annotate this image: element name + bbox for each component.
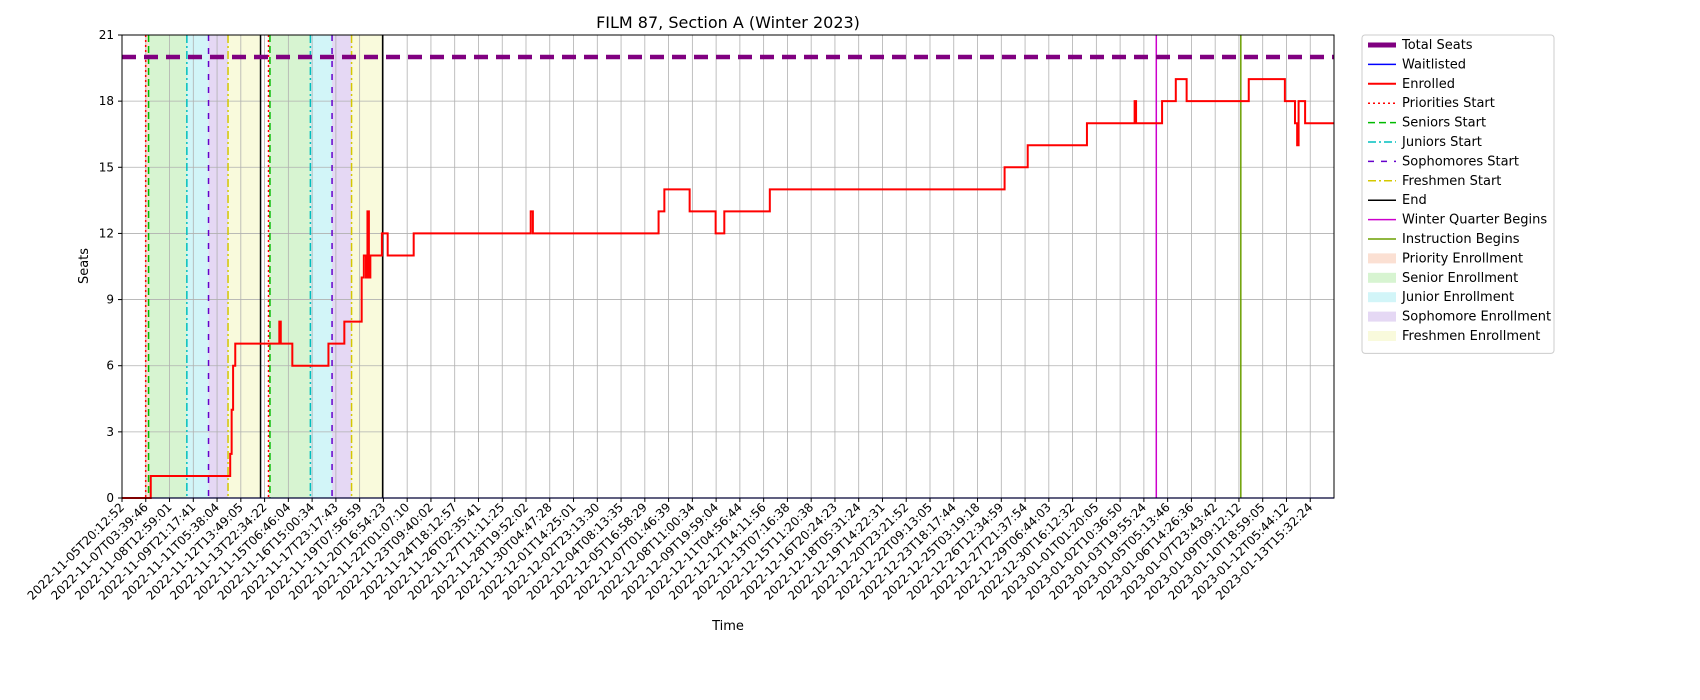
legend-label: Priorities Start (1402, 96, 1495, 111)
legend-box (1361, 34, 1555, 354)
legend-label: Juniors Start (1401, 135, 1482, 150)
legend-label: End (1402, 193, 1427, 208)
y-tick-label: 15 (99, 160, 114, 174)
legend-label: Enrolled (1402, 77, 1455, 92)
y-tick-label: 12 (99, 226, 114, 240)
legend-label: Freshmen Start (1402, 174, 1501, 189)
y-tick-label: 18 (99, 94, 114, 108)
plot-frame (121, 34, 1335, 499)
span-senior-enrollment (269, 35, 311, 498)
legend-label: Sophomores Start (1402, 154, 1519, 169)
enrollment-period-spans (145, 35, 383, 498)
span-junior-enrollment (310, 35, 333, 498)
legend-label: Senior Enrollment (1402, 271, 1518, 286)
legend-label: Sophomore Enrollment (1402, 310, 1551, 325)
legend-swatch (1368, 331, 1396, 341)
legend-label: Waitlisted (1402, 57, 1466, 72)
legend-label: Junior Enrollment (1401, 290, 1514, 305)
y-axis-ticks: 0 3 6 9 12 15 18 21 (99, 28, 122, 505)
y-tick-label: 3 (106, 425, 114, 439)
series-enrolled (122, 78, 1334, 499)
x-axis-ticks: 2022-11-05T20:12:522022-11-07T03:39:4620… (25, 498, 1315, 603)
span-senior-enrollment (148, 35, 187, 498)
span-sophomore-enrollment (332, 35, 352, 498)
legend-swatch (1368, 272, 1396, 283)
span-priority-enrollment (145, 35, 149, 498)
y-tick-label: 21 (99, 28, 114, 42)
chart-title: FILM 87, Section A (Winter 2023) (596, 13, 860, 32)
y-tick-label: 6 (106, 359, 114, 373)
legend-swatch (1368, 311, 1396, 322)
legend-label: Seniors Start (1402, 116, 1486, 131)
legend-label: Winter Quarter Begins (1402, 213, 1547, 228)
x-axis-title: Time (711, 619, 744, 634)
span-freshmen-enrollment (228, 35, 261, 498)
legend-label: Priority Enrollment (1402, 251, 1523, 266)
legend-label: Total Seats (1401, 38, 1473, 53)
legend-label: Instruction Begins (1402, 232, 1520, 247)
legend-swatch (1368, 253, 1396, 264)
event-vertical-lines (144, 35, 1242, 498)
legend-swatch (1368, 292, 1396, 303)
chart-legend: Total Seats Waitlisted Enrolled Priorities … (1361, 34, 1555, 354)
span-junior-enrollment (186, 35, 209, 498)
y-axis-title: Seats (77, 248, 92, 284)
span-sophomore-enrollment (208, 35, 229, 498)
y-tick-label: 0 (106, 491, 114, 505)
legend-label: Freshmen Enrollment (1402, 329, 1540, 344)
y-tick-label: 9 (106, 293, 114, 307)
